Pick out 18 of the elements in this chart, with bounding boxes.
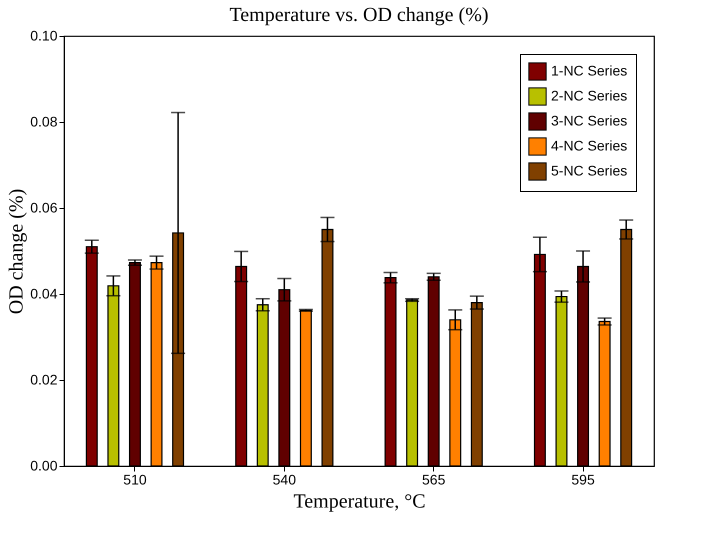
y-tick-label: 0.04 <box>30 286 58 302</box>
y-tick-label: 0.06 <box>30 200 58 216</box>
legend-label: 2-NC Series <box>551 88 628 104</box>
x-axis-title: Temperature, °C <box>293 490 426 512</box>
x-tick-label: 595 <box>571 472 595 488</box>
chart-title: Temperature vs. OD change (%) <box>229 4 489 26</box>
y-tick-label: 0.10 <box>30 28 58 44</box>
y-tick-label: 0.08 <box>30 114 58 130</box>
y-tick-label: 0.02 <box>30 372 58 388</box>
legend-label: 4-NC Series <box>551 138 628 154</box>
x-tick-label: 510 <box>123 472 147 488</box>
x-tick-label: 540 <box>272 472 296 488</box>
legend-label: 5-NC Series <box>551 162 628 178</box>
legend-label: 1-NC Series <box>551 62 628 78</box>
legend-label: 3-NC Series <box>551 112 628 128</box>
y-tick-label: 0.00 <box>30 458 58 474</box>
x-tick-label: 565 <box>422 472 446 488</box>
y-axis-title: OD change (%) <box>5 188 28 314</box>
